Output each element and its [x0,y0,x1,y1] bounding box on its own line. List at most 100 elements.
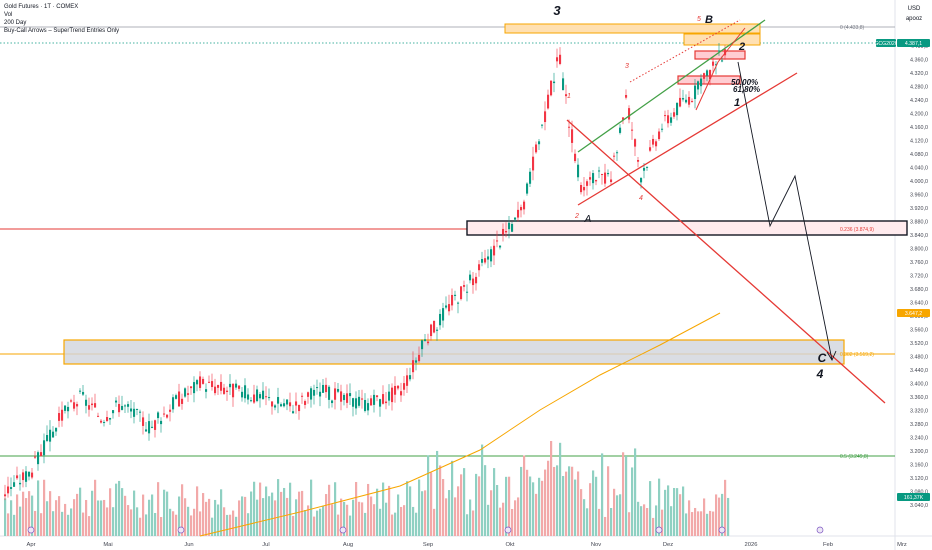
fib-618-label: 61,80% [733,85,760,94]
candle-body [76,404,79,407]
volume-bar [151,494,154,536]
ma-legend[interactable]: 200 Day [4,20,27,26]
price-tick-label: 3.480,0 [910,355,928,361]
volume-legend[interactable]: Vol [4,12,13,18]
candle-body [550,80,553,96]
candle-body [103,421,106,423]
candle-body [643,167,646,171]
candle-body [283,403,286,407]
candle-body [469,274,472,281]
event-marker-icon [504,526,512,534]
volume-bar [574,479,577,536]
fib-50-label: 50,00% [731,78,758,87]
volume-bar [409,486,412,536]
volume-bar [286,497,289,536]
volume-bar [598,508,601,536]
volume-bar [337,514,340,536]
volume-bar [157,482,160,536]
candle-body [454,294,457,296]
candle-body [262,390,265,400]
candle-body [568,126,571,128]
candle-body [685,99,688,103]
candle-body [640,177,643,183]
volume-bar [505,476,508,536]
candle-body [172,397,175,410]
candle-body [286,399,289,405]
volume-bar [100,500,103,536]
candle-body [67,406,70,412]
indicator-legend[interactable]: Buy-Call Arrows – SuperTrend Entries Onl… [4,28,120,34]
volume-bar [118,480,121,536]
wave-3-label: 3 [553,3,561,18]
volume-bar [679,494,682,536]
fib-05-label: 0.5 (3.249,8) [840,454,869,460]
price-tick-label: 4.240,0 [910,98,928,104]
volume-bar [103,499,106,536]
volume-bar [721,493,724,536]
volume-bar [616,495,619,536]
candle-body [61,409,64,421]
candle-body [181,398,184,404]
candle-body [199,376,202,388]
volume-bar [649,481,652,536]
wave-r5-label: 5 [697,16,701,23]
volume-bar [31,495,34,536]
candle-body [139,411,142,413]
candle-body [379,399,382,407]
candle-body [661,128,664,130]
price-tag-text: 4.387,1 [905,41,922,47]
volume-bar [388,485,391,536]
volume-bar [187,506,190,536]
candle-body [397,385,400,389]
candle-body [7,486,10,494]
candle-body [16,475,19,479]
price-tick-label: 4.320,0 [910,71,928,77]
candle-body [526,183,529,194]
candle-body [460,286,463,300]
candle-body [244,385,247,399]
volume-bar [406,481,409,536]
volume-bar [85,499,88,536]
volume-bar [199,511,202,536]
volume-bar [64,503,67,536]
volume-bar [469,499,472,536]
price-tag-bg [876,39,896,47]
candle-body [523,201,526,210]
event-marker-icon [655,526,663,534]
candle-body [340,391,343,402]
price-tag-bg [897,493,930,501]
candle-body [598,170,601,172]
candle-body [358,396,361,406]
candle-body [298,404,301,412]
volume-bar [703,498,706,536]
candle-body [190,386,193,389]
volume-bar [484,465,487,536]
candle-body [295,401,298,406]
candle-body [253,394,256,403]
candle-body [424,339,427,342]
candle-body [439,313,442,326]
time-tick-label: Feb [823,542,833,548]
volume-bar [412,506,415,536]
volume-bar [46,501,49,536]
candle-body [265,396,268,398]
volume-bar [172,511,175,536]
volume-bar [52,511,55,536]
volume-bar [418,479,421,536]
chart-symbol[interactable]: Gold Futures · 1T · COMEX [4,4,79,10]
volume-bar [514,500,517,536]
volume-bar [316,510,319,536]
price-tick-label: 3.680,0 [910,287,928,293]
candle-body [580,185,583,193]
volume-bar [445,498,448,536]
candle-body [229,383,232,388]
candle-body [589,177,592,180]
volume-bar [544,469,547,536]
candle-body [292,411,295,414]
candle-body [496,240,499,242]
volume-bar [424,490,427,536]
candle-body [625,94,628,98]
candle-body [22,472,25,481]
candle-body [529,171,532,184]
